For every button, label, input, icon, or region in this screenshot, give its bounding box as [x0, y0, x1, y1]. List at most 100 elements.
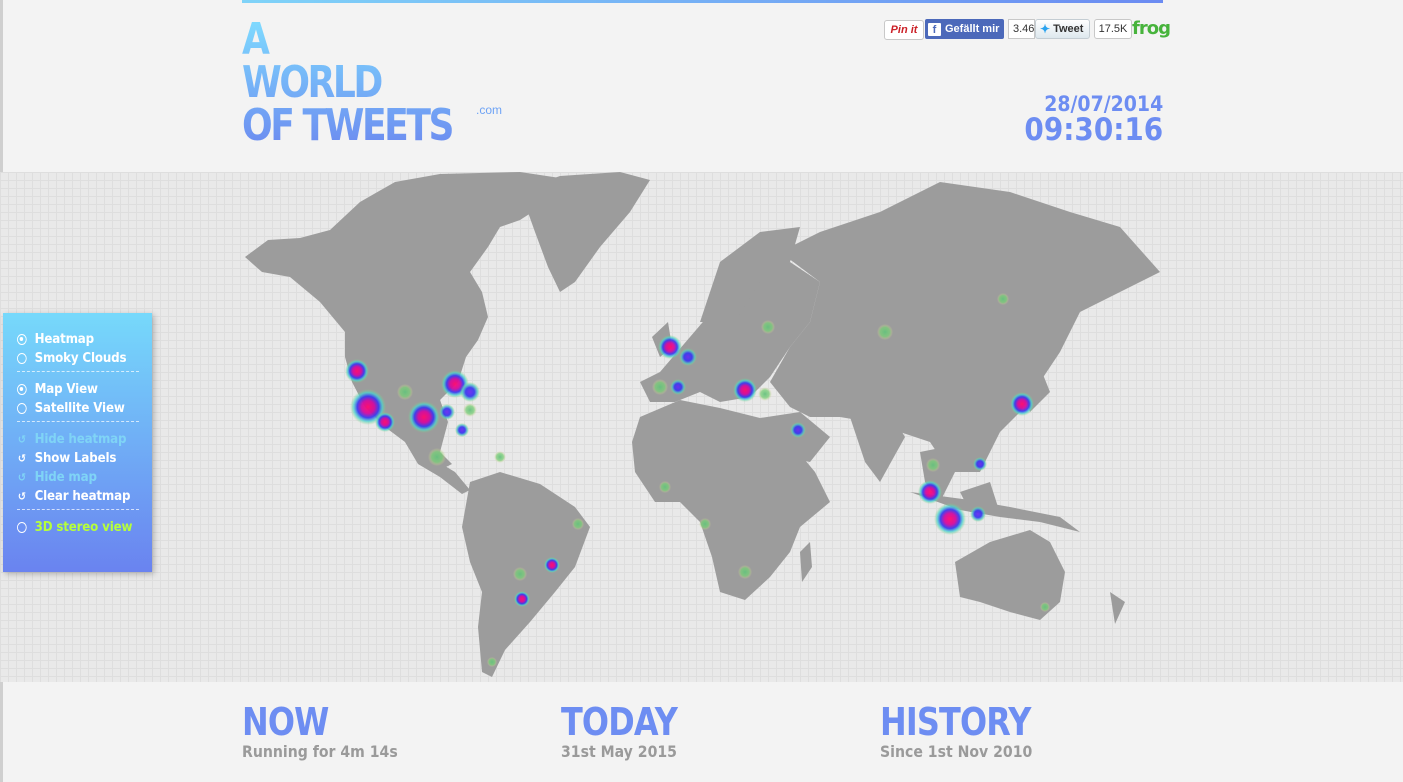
heat-spot	[513, 567, 527, 581]
indonesia-landmass	[910, 492, 1080, 532]
option-map-view[interactable]: Map View	[17, 380, 98, 398]
pinterest-label: Pin it	[890, 24, 918, 36]
reload-icon: ↺	[17, 470, 26, 484]
divider	[17, 371, 139, 372]
option-heatmap-label: Heatmap	[34, 331, 95, 347]
heat-spot	[670, 379, 686, 395]
option-smoky-clouds[interactable]: Smoky Clouds	[17, 349, 127, 367]
twitter-bird-icon: ✦	[1040, 22, 1051, 36]
heat-spot	[758, 387, 772, 401]
heat-spot	[761, 320, 775, 334]
stat-today-title: TODAY	[561, 700, 678, 744]
divider	[17, 421, 139, 422]
radio-empty-icon	[17, 402, 27, 414]
option-heatmap[interactable]: Heatmap	[17, 330, 94, 348]
logo-suffix: .com	[476, 103, 503, 117]
reload-icon: ↺	[17, 432, 26, 446]
heat-spot	[428, 448, 446, 466]
heat-spot	[652, 379, 668, 395]
heat-spot	[544, 557, 560, 573]
radio-empty-icon	[17, 521, 27, 533]
borneo-landmass	[960, 482, 998, 512]
action-clear-heatmap-label: Clear heatmap	[34, 488, 131, 504]
action-hide-heatmap[interactable]: ↺ Hide heatmap	[17, 430, 127, 448]
action-hide-heatmap-label: Hide heatmap	[34, 431, 127, 447]
action-show-labels-label: Show Labels	[34, 450, 117, 466]
heat-spot	[877, 324, 893, 340]
australia-landmass	[955, 530, 1065, 620]
heat-spot	[375, 412, 395, 432]
radio-selected-icon	[17, 333, 27, 345]
heat-spot	[494, 451, 506, 463]
heat-spot	[790, 422, 806, 438]
stat-today-subtitle: 31st May 2015	[561, 742, 677, 761]
stat-history-title: HISTORY	[880, 700, 1031, 744]
scandinavia-landmass	[700, 227, 800, 322]
heat-spot	[463, 403, 477, 417]
central-america-landmass	[405, 442, 470, 494]
option-3d-stereo-label: 3D stereo view	[34, 519, 133, 535]
heat-spot	[997, 293, 1009, 305]
option-satellite-view[interactable]: Satellite View	[17, 399, 125, 417]
europe-landmass	[640, 262, 820, 402]
action-hide-map[interactable]: ↺ Hide map	[17, 468, 97, 486]
option-smoky-clouds-label: Smoky Clouds	[34, 350, 127, 366]
heat-spot	[439, 404, 455, 420]
india-landmass	[850, 412, 905, 482]
stat-now-subtitle: Running for 4m 14s	[242, 742, 398, 761]
map-controls-panel: Heatmap Smoky Clouds Map View Satellite …	[3, 313, 152, 572]
facebook-like-count: 3.46	[1008, 19, 1035, 39]
heat-spot	[934, 503, 966, 535]
frog-brand-link[interactable]: frog	[1132, 18, 1171, 39]
radio-empty-icon	[17, 352, 27, 364]
heat-spot	[1040, 602, 1050, 612]
heat-spot	[973, 457, 987, 471]
heat-spot	[460, 382, 480, 402]
heat-spot	[738, 565, 752, 579]
heat-spot	[679, 348, 697, 366]
current-date: 28/07/2014	[1043, 92, 1163, 116]
option-map-view-label: Map View	[34, 381, 98, 397]
heat-spot	[514, 591, 530, 607]
current-time: 09:30:16	[1024, 112, 1163, 148]
heat-spot	[572, 518, 584, 530]
heat-spot	[397, 384, 413, 400]
heat-spot	[918, 480, 942, 504]
stat-history[interactable]: HISTORY Since 1st Nov 2010	[880, 700, 1059, 761]
heat-spot	[659, 481, 671, 493]
stat-now-title: NOW	[242, 700, 329, 744]
heat-spot	[970, 506, 986, 522]
north-america-landmass	[245, 172, 560, 472]
action-show-labels[interactable]: ↺ Show Labels	[17, 449, 117, 467]
stat-history-subtitle: Since 1st Nov 2010	[880, 742, 1033, 761]
stat-today[interactable]: TODAY 31st May 2015	[561, 700, 699, 761]
pinterest-button[interactable]: Pin it	[884, 20, 924, 40]
africa-landmass	[632, 400, 830, 600]
heat-spot	[455, 423, 469, 437]
heat-spot	[699, 518, 711, 530]
action-hide-map-label: Hide map	[34, 469, 97, 485]
asia-landmass	[770, 182, 1160, 472]
heat-spot	[487, 657, 497, 667]
logo-line-3: OF TWEETS	[242, 100, 453, 151]
world-map-canvas	[245, 172, 1160, 677]
option-satellite-view-label: Satellite View	[34, 400, 125, 416]
logo-line-2: WORLD	[242, 57, 381, 108]
divider	[17, 509, 139, 510]
site-logo[interactable]: A WORLD OF TWEETS	[242, 18, 452, 147]
reload-icon: ↺	[17, 489, 26, 503]
reload-icon: ↺	[17, 451, 26, 465]
option-3d-stereo-view[interactable]: 3D stereo view	[17, 518, 132, 536]
action-clear-heatmap[interactable]: ↺ Clear heatmap	[17, 487, 131, 505]
radio-selected-icon	[17, 383, 27, 395]
heat-spot	[1010, 392, 1034, 416]
tweet-button[interactable]: ✦ Tweet	[1035, 19, 1090, 39]
tweet-label: Tweet	[1053, 23, 1084, 35]
facebook-icon: f	[928, 22, 941, 36]
stat-now[interactable]: NOW Running for 4m 14s	[242, 700, 419, 761]
facebook-like-label: Gefällt mir	[945, 23, 1000, 35]
facebook-like-button[interactable]: f Gefällt mir	[925, 19, 1004, 39]
heat-spot	[733, 378, 757, 402]
heat-spot	[408, 401, 440, 433]
world-map[interactable]	[0, 172, 1403, 682]
